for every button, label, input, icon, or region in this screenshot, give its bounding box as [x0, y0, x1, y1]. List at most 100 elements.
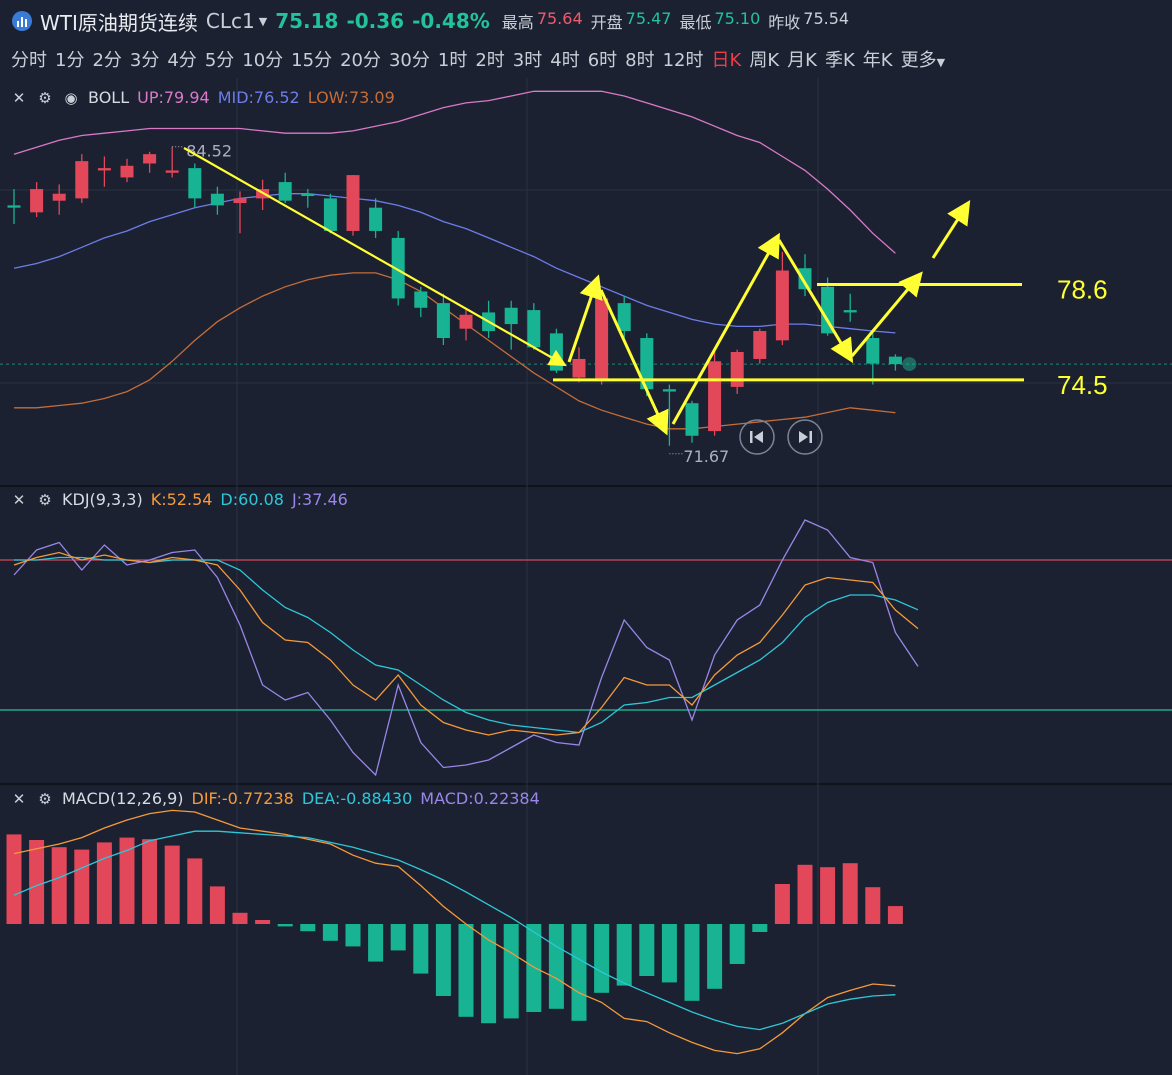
tab-period[interactable]: 月K	[787, 50, 817, 71]
macd-histogram-bar	[774, 884, 790, 924]
macd-histogram-bar	[684, 924, 700, 1001]
step-forward-button[interactable]	[787, 419, 823, 455]
candle-body	[414, 291, 428, 308]
candle-body	[97, 168, 111, 171]
tab-period[interactable]: 15分	[291, 50, 333, 71]
symbol-name[interactable]: WTI原油期货连续	[40, 10, 198, 35]
boll-up-value: UP:79.94	[137, 88, 210, 107]
macd-histogram-bar	[29, 840, 45, 924]
macd-dif-value: DIF:-0.77238	[191, 789, 294, 808]
tab-period[interactable]: 1时	[437, 50, 468, 71]
tab-period[interactable]: 30分	[388, 50, 430, 71]
macd-histogram-bar	[661, 924, 677, 983]
gear-icon[interactable]: ⚙	[38, 789, 52, 808]
step-back-icon	[750, 431, 753, 443]
high-value: 75.64	[536, 9, 583, 28]
last-price: 75.18	[275, 9, 339, 33]
close-icon[interactable]: ✕	[12, 789, 26, 808]
tab-period[interactable]: 20分	[340, 50, 381, 71]
tab-period[interactable]: 年K	[862, 50, 893, 71]
kdj-k-line	[13, 551, 919, 736]
candle-body	[527, 310, 541, 348]
candle-body	[662, 389, 676, 392]
tab-period[interactable]: 2时	[475, 50, 505, 71]
candle-body	[210, 193, 224, 206]
panel-divider	[0, 783, 1172, 785]
macd-hist-value: MACD:0.22384	[420, 789, 540, 808]
tab-period[interactable]: 4时	[550, 50, 580, 71]
candle-body	[143, 154, 157, 164]
macd-histogram-bar	[594, 924, 610, 993]
tab-period[interactable]: 4分	[167, 50, 197, 71]
macd-histogram-bar	[322, 924, 338, 941]
macd-histogram-bar	[142, 839, 158, 924]
trend-arrow	[599, 289, 669, 436]
tab-period[interactable]: 3分	[129, 50, 160, 71]
candle-body	[165, 170, 179, 173]
tab-period[interactable]: 1分	[55, 50, 85, 71]
gear-icon[interactable]: ⚙	[38, 88, 52, 107]
candle-body	[75, 161, 89, 199]
high-label: 最高	[501, 13, 534, 32]
price-change-pct: -0.48%	[412, 9, 490, 33]
macd-histogram-bar	[616, 924, 632, 986]
tab-period[interactable]: 12时	[662, 50, 704, 71]
candle-body	[866, 338, 880, 364]
close-icon[interactable]: ✕	[12, 88, 26, 107]
candle-body	[504, 307, 518, 325]
tab-period[interactable]: 6时	[587, 50, 618, 71]
step-forward-icon	[809, 431, 812, 443]
trend-arrow	[671, 232, 780, 425]
tab-period[interactable]: 分时	[11, 50, 47, 71]
candle-body	[572, 358, 586, 378]
tab-period[interactable]: 3时	[512, 50, 543, 71]
macd-dea-line	[13, 830, 896, 1031]
macd-histogram-bar	[164, 845, 180, 924]
trend-arrow	[931, 199, 971, 259]
candle-body	[888, 356, 902, 365]
panel-divider	[0, 485, 1172, 487]
candle-body	[775, 270, 789, 341]
tab-more[interactable]: 更多▼	[900, 46, 952, 72]
macd-histogram-bar	[729, 924, 745, 964]
tab-period[interactable]: 10分	[242, 50, 284, 71]
step-back-button[interactable]	[739, 419, 775, 455]
trend-arrow	[850, 271, 923, 357]
eye-icon[interactable]: ◉	[64, 88, 78, 107]
trend-arrow	[567, 274, 603, 363]
candle-body	[821, 286, 835, 334]
candle-body	[30, 189, 44, 213]
candle-body	[549, 333, 563, 371]
macd-histogram-bar	[571, 924, 587, 1021]
candle-body	[730, 351, 744, 387]
macd-histogram-bar	[255, 920, 271, 924]
macd-histogram-bar	[820, 867, 836, 924]
macd-name: MACD(12,26,9)	[62, 789, 184, 808]
candle-body	[617, 303, 631, 332]
boll-legend: ✕ ⚙ ◉ BOLL UP:79.94 MID:76.52 LOW:73.09	[10, 88, 395, 107]
boll-mid-value: MID:76.52	[217, 88, 300, 107]
tab-period[interactable]: 周K	[749, 50, 780, 71]
macd-histogram-bar	[639, 924, 655, 976]
symbol-code[interactable]: CLc1	[205, 9, 255, 33]
prev-close-value: 75.54	[803, 9, 850, 28]
tab-period[interactable]: 5分	[204, 50, 235, 71]
support-level-label: 74.5	[1057, 370, 1108, 400]
kdj-legend: ✕ ⚙ KDJ(9,3,3) K:52.54 D:60.08 J:37.46	[10, 490, 348, 509]
close-icon[interactable]: ✕	[12, 490, 26, 509]
tab-period[interactable]: 8时	[625, 50, 655, 71]
tab-period[interactable]: 季K	[824, 50, 855, 71]
candle-body	[346, 175, 360, 231]
open-value: 75.47	[625, 9, 672, 28]
macd-histogram-bar	[481, 924, 497, 1024]
kdj-j-value: J:37.46	[291, 490, 348, 509]
macd-histogram-bar	[707, 924, 723, 989]
tab-period-active[interactable]: 日K	[711, 50, 742, 71]
macd-histogram-bar	[51, 847, 67, 924]
symbol-dropdown-icon[interactable]: ▼	[258, 14, 268, 28]
gear-icon[interactable]: ⚙	[38, 490, 52, 509]
kdj-name: KDJ(9,3,3)	[62, 490, 143, 509]
macd-histogram-bar	[96, 842, 112, 924]
tab-period[interactable]: 2分	[92, 50, 122, 71]
